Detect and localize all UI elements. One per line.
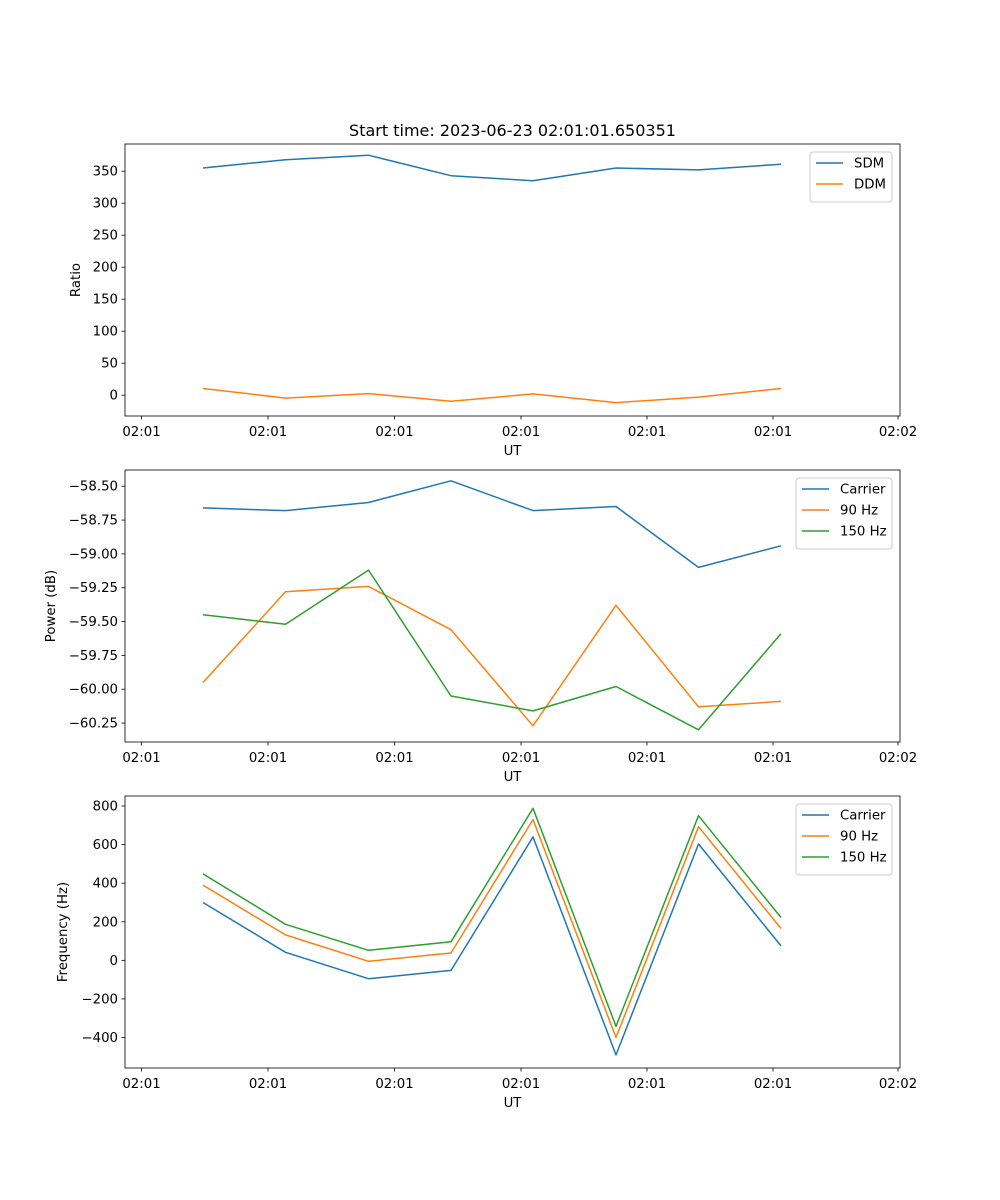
y-tick-label: 200 <box>93 261 118 276</box>
legend-label: SDM <box>854 157 884 172</box>
x-tick-label: 02:01 <box>628 751 666 766</box>
legend-label: 150 Hz <box>840 525 887 540</box>
y-tick-label: −59.50 <box>69 615 118 630</box>
y-tick-label: 200 <box>93 915 118 930</box>
y-axis-label: Ratio <box>69 263 84 297</box>
legend-label: Carrier <box>840 483 886 498</box>
axes-frame <box>124 143 901 417</box>
x-tick-label: 02:01 <box>628 1077 666 1092</box>
x-tick-label: 02:01 <box>122 1077 160 1092</box>
legend-label: 90 Hz <box>840 504 878 519</box>
y-tick-label: −60.25 <box>69 717 118 732</box>
chart-panel-1: 02:01 02:01 02:01 02:01 02:01 02:01 02:02 −60.2… <box>44 469 917 785</box>
chart-title: Start time: 2023-06-23 02:01:01.650351 <box>349 121 676 140</box>
x-tick-label: 02:01 <box>754 425 792 440</box>
chart-panel-2: 02:01 02:01 02:01 02:01 02:01 02:01 02:02 −400 −… <box>56 795 917 1111</box>
x-tick-label: 02:01 <box>754 1077 792 1092</box>
x-axis-label: UT <box>504 1096 523 1111</box>
y-tick-label: −60.00 <box>69 683 118 698</box>
axes-frame <box>124 469 901 743</box>
legend-label: DDM <box>854 178 886 193</box>
legend: Carrier 90 Hz 150 Hz <box>795 477 893 550</box>
y-tick-label: 350 <box>93 165 118 180</box>
legend-label: 150 Hz <box>840 851 887 866</box>
series-line-90-hz <box>202 585 782 727</box>
x-axis-label: UT <box>504 444 523 459</box>
y-tick-label: 100 <box>93 325 118 340</box>
legend: SDM DDM <box>809 151 893 203</box>
y-tick-label: −59.75 <box>69 649 118 664</box>
legend: Carrier 90 Hz 150 Hz <box>795 803 893 876</box>
y-tick-label: 600 <box>93 838 118 853</box>
y-tick-label: −59.25 <box>69 581 118 596</box>
y-tick-label: 0 <box>110 954 118 969</box>
x-tick-label: 02:01 <box>628 425 666 440</box>
y-tick-label: 150 <box>93 293 118 308</box>
x-tick-label: 02:01 <box>122 751 160 766</box>
x-tick-label: 02:01 <box>375 1077 413 1092</box>
x-tick-label: 02:01 <box>249 425 287 440</box>
y-tick-label: −58.75 <box>69 514 118 529</box>
series-line-150-hz <box>202 569 782 731</box>
x-tick-label: 02:01 <box>502 425 540 440</box>
chart-panel-0: Start time: 2023-06-23 02:01:01.65035102… <box>69 121 917 459</box>
y-tick-label: −200 <box>81 992 118 1007</box>
x-tick-label: 02:01 <box>249 1077 287 1092</box>
y-tick-label: 0 <box>110 389 118 404</box>
x-tick-label: 02:01 <box>502 751 540 766</box>
y-tick-label: −59.00 <box>69 547 118 562</box>
y-tick-label: 800 <box>93 800 118 815</box>
legend-label: Carrier <box>840 809 886 824</box>
y-axis-label: Frequency (Hz) <box>56 882 71 982</box>
x-tick-label: 02:01 <box>502 1077 540 1092</box>
x-axis-label: UT <box>504 770 523 785</box>
axes-frame <box>124 795 901 1069</box>
legend-box <box>809 151 893 203</box>
x-tick-label: 02:01 <box>249 751 287 766</box>
series-line-90-hz <box>202 818 782 1039</box>
x-tick-label: 02:01 <box>122 425 160 440</box>
series-group <box>202 480 782 731</box>
y-tick-label: 250 <box>93 229 118 244</box>
x-tick-label: 02:02 <box>879 1077 917 1092</box>
y-tick-label: 300 <box>93 197 118 212</box>
y-tick-label: 50 <box>101 357 118 372</box>
y-tick-label: −400 <box>81 1031 118 1046</box>
y-tick-label: −58.50 <box>69 480 118 495</box>
series-group <box>202 807 782 1056</box>
x-tick-label: 02:02 <box>879 751 917 766</box>
legend-label: 90 Hz <box>840 830 878 845</box>
x-tick-label: 02:01 <box>754 751 792 766</box>
x-tick-label: 02:01 <box>375 425 413 440</box>
y-axis-label: Power (dB) <box>44 570 59 642</box>
series-line-carrier <box>202 836 782 1056</box>
x-tick-label: 02:01 <box>375 751 413 766</box>
y-tick-label: 400 <box>93 877 118 892</box>
series-line-ddm <box>202 387 782 404</box>
series-group <box>202 154 782 404</box>
series-line-sdm <box>202 154 782 182</box>
x-tick-label: 02:02 <box>879 425 917 440</box>
series-line-carrier <box>202 480 782 569</box>
series-line-150-hz <box>202 807 782 1028</box>
